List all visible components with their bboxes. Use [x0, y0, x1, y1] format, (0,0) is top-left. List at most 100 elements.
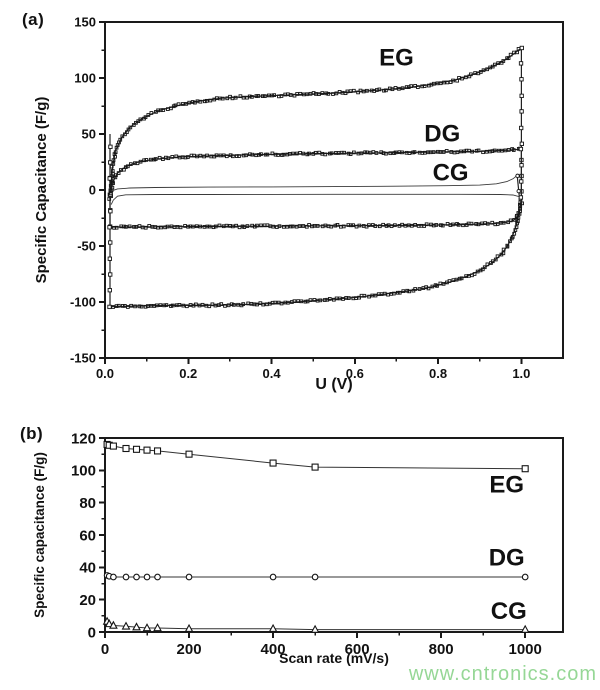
data-point-square — [149, 303, 154, 308]
data-point-square — [519, 141, 524, 146]
data-point-square — [505, 244, 510, 249]
data-point-circle — [154, 573, 161, 581]
data-point-square — [111, 158, 116, 162]
data-point-square — [376, 292, 381, 297]
data-point-square — [133, 304, 137, 309]
data-point-triangle — [142, 623, 152, 632]
data-point-square — [192, 153, 196, 158]
series-DG — [107, 146, 524, 230]
data-point-circle — [122, 573, 130, 581]
data-point-square — [143, 225, 148, 230]
panel-b-axes — [99, 437, 564, 638]
data-point-square — [516, 219, 520, 224]
y-tick-label: 60 — [79, 527, 96, 544]
y-tick-label: 20 — [79, 592, 96, 609]
x-tick-label: 600 — [345, 641, 370, 658]
data-point-square — [365, 88, 369, 93]
y-tick-label: -100 — [70, 295, 96, 310]
data-point-square — [236, 302, 240, 307]
data-point-square — [417, 287, 422, 291]
data-point-square — [187, 100, 192, 105]
data-point-square — [518, 195, 524, 200]
data-point-square — [346, 151, 351, 156]
data-point-square — [429, 222, 433, 227]
data-point-square — [296, 299, 300, 303]
data-point-square — [341, 224, 346, 229]
data-point-triangle — [108, 620, 118, 629]
data-point-square — [506, 220, 510, 225]
data-point-square — [213, 224, 218, 229]
data-point-square — [142, 158, 146, 163]
data-point-square — [490, 64, 495, 69]
data-point-square — [511, 148, 516, 152]
x-tick-label: 0.2 — [179, 366, 197, 381]
data-point-square — [313, 150, 318, 155]
data-point-square — [107, 288, 112, 293]
data-point-square — [290, 300, 294, 304]
y-tick-label: 40 — [79, 560, 96, 577]
data-point-square — [381, 222, 386, 227]
data-point-square — [483, 221, 487, 225]
data-point-square — [108, 188, 113, 193]
data-point-square — [322, 298, 327, 302]
data-point-square — [352, 150, 356, 155]
data-point-square — [515, 50, 519, 55]
data-point-square — [200, 302, 205, 307]
data-point-square — [223, 304, 227, 308]
data-point-square — [108, 160, 113, 165]
data-point-square — [519, 179, 524, 184]
data-point-square — [379, 150, 384, 155]
data-point-square — [163, 225, 167, 230]
data-point-square — [359, 151, 364, 156]
data-point-square — [351, 223, 355, 228]
data-point-square — [499, 252, 504, 257]
data-point-square — [214, 153, 219, 158]
data-point-square — [198, 224, 203, 229]
x-tick-label: 0.8 — [429, 366, 447, 381]
data-point-square — [110, 179, 115, 184]
y-tick-label: 50 — [82, 127, 96, 142]
data-point-square — [153, 447, 162, 455]
data-point-square — [342, 150, 346, 155]
y-tick-label: 100 — [71, 463, 96, 480]
data-point-square — [518, 61, 524, 66]
data-point-square — [367, 294, 371, 299]
data-point-square — [455, 222, 459, 226]
data-point-square — [270, 300, 275, 305]
data-point-square — [116, 303, 121, 308]
data-point-square — [288, 224, 293, 229]
data-point-square — [290, 224, 295, 229]
data-point-square — [461, 223, 465, 228]
data-point-square — [382, 88, 386, 93]
data-point-square — [137, 224, 142, 228]
data-point-square — [501, 247, 506, 252]
data-point-square — [305, 299, 310, 304]
data-point-square — [449, 150, 454, 154]
data-point-square — [451, 78, 455, 83]
data-point-square — [270, 93, 274, 98]
x-tick-label: 400 — [261, 641, 286, 658]
data-point-square — [389, 292, 394, 296]
data-point-square — [283, 300, 288, 305]
data-point-square — [282, 224, 286, 229]
data-point-square — [518, 206, 522, 211]
data-point-square — [377, 224, 382, 229]
data-point-square — [514, 225, 519, 230]
data-point-square — [451, 278, 456, 282]
data-point-square — [401, 289, 406, 293]
data-point-square — [405, 288, 410, 293]
data-point-square — [120, 304, 125, 308]
data-point-square — [185, 450, 193, 458]
data-point-square — [231, 154, 235, 159]
data-point-square — [229, 302, 234, 307]
data-point-square — [170, 155, 175, 159]
x-tick-label: 0.4 — [263, 366, 282, 381]
data-point-square — [508, 52, 513, 57]
data-point-square — [173, 103, 178, 108]
data-point-square — [476, 148, 481, 153]
data-point-square — [432, 81, 436, 86]
series-line — [111, 198, 522, 308]
data-point-square — [217, 303, 221, 307]
data-point-square — [444, 149, 449, 153]
data-point-square — [260, 94, 265, 98]
